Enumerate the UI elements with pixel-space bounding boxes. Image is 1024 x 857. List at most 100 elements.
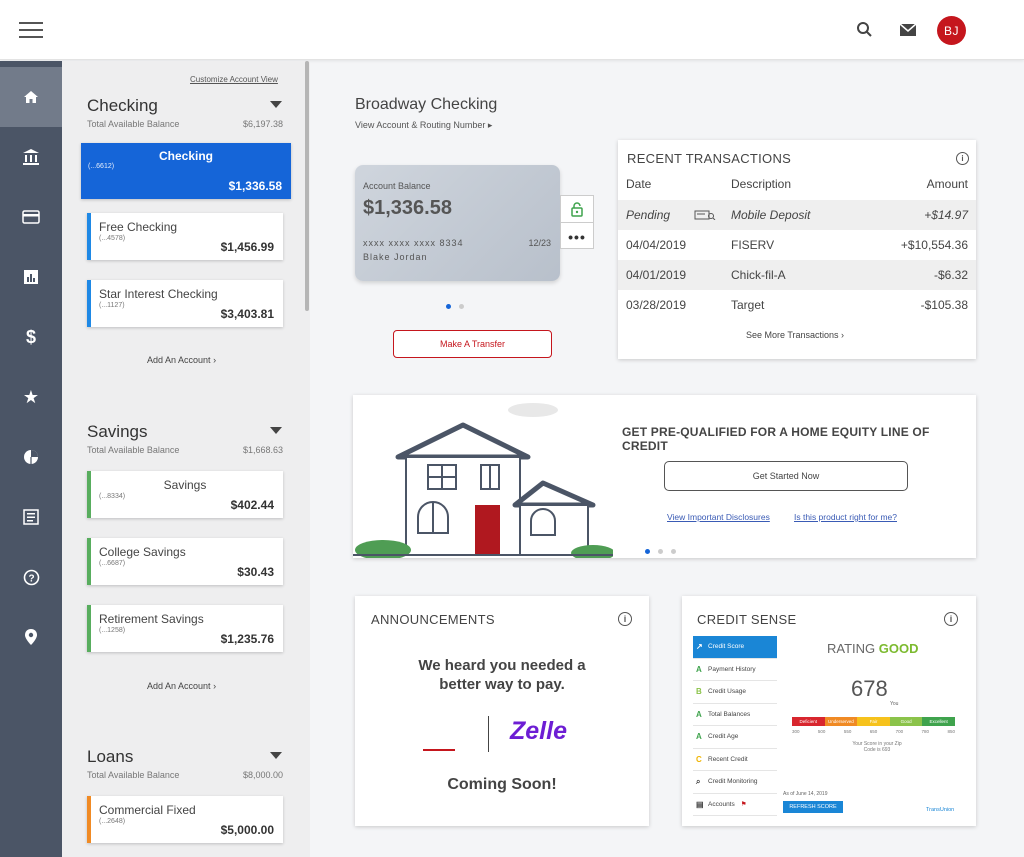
nav-locations[interactable]	[0, 607, 62, 667]
credit-rating: RATING GOOD	[827, 641, 919, 656]
house-illustration	[353, 403, 613, 558]
view-routing-link[interactable]: View Account & Routing Number ▸	[355, 120, 493, 130]
table-row[interactable]: 04/04/2019 FISERV +$10,554.36	[618, 230, 976, 260]
account-card-retirement-savings[interactable]: Retirement Savings (...1258) $1,235.76	[87, 605, 283, 652]
card-balance-label: Account Balance	[363, 181, 431, 191]
account-name: College Savings	[99, 545, 186, 559]
promo-banner: GET PRE-QUALIFIED FOR A HOME EQUITY LINE…	[353, 395, 976, 558]
table-row[interactable]: 03/28/2019 Target -$105.38	[618, 290, 976, 320]
credit-factor-item[interactable]: A Payment History	[693, 659, 777, 681]
carousel-dot[interactable]	[459, 304, 464, 309]
svg-text:?: ?	[28, 573, 34, 584]
account-card-checking[interactable]: Checking (...6612) $1,336.58	[81, 143, 291, 199]
nav-accounts[interactable]	[0, 127, 62, 187]
accounts-scrollbar[interactable]	[305, 61, 309, 311]
account-name: Retirement Savings	[99, 612, 204, 626]
account-card-star-interest-checking[interactable]: Star Interest Checking (...1127) $3,403.…	[87, 280, 283, 327]
nav-help[interactable]: ?	[0, 547, 62, 607]
nav-payments[interactable]: $	[0, 307, 62, 367]
credit-factor-item[interactable]: C Recent Credit	[693, 749, 777, 771]
nav-budget[interactable]	[0, 427, 62, 487]
account-card-commercial-fixed[interactable]: Commercial Fixed (...2648) $5,000.00	[87, 796, 283, 843]
credit-factor-item[interactable]: A Total Balances	[693, 704, 777, 726]
account-name: Checking	[158, 149, 213, 163]
gauge-ticks: 300 500 550 650 700 780 850	[792, 729, 955, 734]
add-account-link[interactable]: Add An Account ›	[147, 355, 217, 365]
gauge-band: Good	[889, 717, 923, 726]
nav-reports[interactable]	[0, 247, 62, 307]
chevron-down-icon[interactable]	[270, 427, 282, 434]
info-icon[interactable]: i	[618, 612, 632, 626]
logo-divider	[488, 716, 489, 752]
announcement-line-1: We heard you needed a	[418, 657, 586, 674]
card-icon	[22, 210, 40, 224]
carousel-dot[interactable]	[446, 304, 451, 309]
credit-factor-item[interactable]: ↗ Credit Score	[693, 636, 777, 659]
pie-chart-icon	[24, 450, 38, 464]
credit-factor-item[interactable]: B Credit Usage	[693, 681, 777, 704]
avatar[interactable]: BJ	[937, 16, 966, 45]
hamburger-menu-icon[interactable]	[19, 22, 43, 40]
monitor-icon: ⌕	[696, 776, 701, 786]
gauge-band: Fair	[857, 717, 890, 726]
lock-card-button[interactable]	[561, 196, 593, 223]
mail-icon[interactable]	[898, 20, 918, 40]
account-balance: $1,235.76	[220, 632, 274, 646]
credit-factor-item[interactable]: A Credit Age	[693, 726, 777, 749]
refresh-score-button[interactable]: REFRESH SCORE	[783, 801, 843, 813]
search-icon[interactable]	[855, 20, 875, 40]
chevron-down-icon[interactable]	[270, 752, 282, 759]
panel-title: CREDIT SENSE	[697, 612, 797, 627]
tx-amount: +$10,554.36	[900, 238, 968, 252]
account-balance: $3,403.81	[220, 307, 274, 321]
account-card[interactable]: Account Balance $1,336.58 xxxx xxxx xxxx…	[355, 165, 560, 281]
account-card-savings[interactable]: Savings (...8334) $402.44	[87, 471, 283, 518]
carousel-dot[interactable]	[671, 549, 676, 554]
make-transfer-button[interactable]: Make A Transfer	[393, 330, 552, 358]
info-icon[interactable]: i	[956, 152, 969, 165]
account-name: Free Checking	[99, 220, 178, 234]
tx-description: Target	[731, 298, 765, 312]
nav-documents[interactable]	[0, 487, 62, 547]
account-balance: $402.44	[230, 498, 274, 512]
account-balance: $30.43	[237, 565, 274, 579]
disclosures-link[interactable]: View Important Disclosures	[667, 512, 770, 522]
account-number: (...1127)	[99, 302, 125, 309]
account-card-college-savings[interactable]: College Savings (...6687) $30.43	[87, 538, 283, 585]
add-account-link[interactable]: Add An Account ›	[147, 681, 217, 691]
more-options-button[interactable]: •••	[561, 223, 593, 250]
bank-icon	[23, 149, 39, 165]
info-icon[interactable]: i	[944, 612, 958, 626]
customize-account-view-link[interactable]: Customize Account View	[190, 75, 278, 84]
tx-date: 03/28/2019	[626, 298, 687, 312]
credit-factor-item[interactable]: ⌕ Credit Monitoring	[693, 771, 777, 794]
announcement-line-2: better way to pay.	[439, 676, 565, 693]
chevron-down-icon[interactable]	[270, 101, 282, 108]
chart-line-icon: ↗	[696, 642, 703, 652]
credit-factor-item[interactable]: ▤ Accounts ⚑	[693, 794, 777, 816]
tx-description: FISERV	[731, 238, 775, 252]
card-balance: $1,336.58	[363, 197, 452, 219]
announcements-panel: ANNOUNCEMENTS i We heard you needed a be…	[355, 596, 649, 826]
nav-favorites[interactable]: ★	[0, 367, 62, 427]
chart-icon	[24, 270, 38, 284]
table-row[interactable]: 04/01/2019 Chick-fil-A -$6.32	[618, 260, 976, 290]
score-gauge: Deficient Underserved Fair Good Excellen…	[792, 717, 955, 726]
account-card-free-checking[interactable]: Free Checking (...4578) $1,456.99	[87, 213, 283, 260]
unlock-icon	[571, 201, 583, 217]
col-header-amount: Amount	[926, 177, 968, 191]
check-deposit-icon	[694, 210, 716, 220]
table-row[interactable]: Pending Mobile Deposit +$14.97	[618, 200, 976, 230]
carousel-dot[interactable]	[658, 549, 663, 554]
product-fit-link[interactable]: Is this product right for me?	[794, 512, 897, 522]
see-more-transactions-link[interactable]: See More Transactions ›	[746, 330, 845, 340]
nav-home[interactable]	[0, 67, 62, 127]
account-balance: $1,336.58	[228, 179, 282, 193]
get-started-button[interactable]: Get Started Now	[664, 461, 908, 491]
carousel-dot[interactable]	[645, 549, 650, 554]
group-total: Total Available Balance $1,668.63	[87, 445, 283, 455]
account-number: (...6612)	[88, 163, 115, 170]
nav-cards[interactable]	[0, 187, 62, 247]
zelle-logo: Zelle	[510, 717, 567, 745]
card-actions: •••	[560, 195, 594, 249]
